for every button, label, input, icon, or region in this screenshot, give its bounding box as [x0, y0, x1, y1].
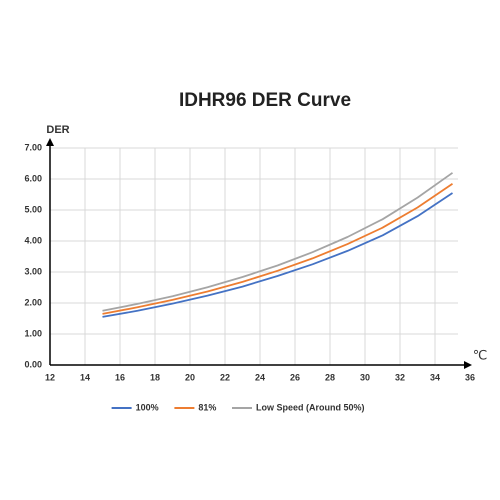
y-axis-label: DER — [46, 124, 69, 136]
x-tick-label: 20 — [185, 372, 195, 382]
legend-label: 81% — [198, 402, 216, 412]
y-tick-label: 4.00 — [24, 235, 42, 245]
x-tick-label: 22 — [220, 372, 230, 382]
x-tick-label: 34 — [430, 372, 440, 382]
legend-label: Low Speed (Around 50%) — [256, 402, 365, 412]
legend-label: 100% — [136, 402, 159, 412]
x-tick-label: 32 — [395, 372, 405, 382]
y-tick-label: 0.00 — [24, 359, 42, 369]
y-tick-label: 2.00 — [24, 297, 42, 307]
x-axis-arrow — [464, 361, 472, 369]
data-line — [102, 182, 454, 315]
x-tick-label: 36 — [465, 372, 475, 382]
y-tick-label: 6.00 — [24, 173, 42, 183]
x-tick-label: 30 — [360, 372, 370, 382]
x-tick-label: 24 — [255, 372, 265, 382]
x-axis-label: ℃ — [473, 347, 488, 362]
x-tick-label: 26 — [290, 372, 300, 382]
y-axis-arrow — [46, 138, 54, 146]
x-tick-label: 12 — [45, 372, 55, 382]
data-line — [102, 172, 454, 312]
y-tick-label: 1.00 — [24, 328, 42, 338]
x-tick-label: 28 — [325, 372, 335, 382]
data-line — [102, 192, 453, 318]
y-tick-label: 5.00 — [24, 204, 42, 214]
x-tick-label: 14 — [80, 372, 90, 382]
y-tick-label: 7.00 — [24, 142, 42, 152]
y-tick-label: 3.00 — [24, 266, 42, 276]
x-tick-label: 18 — [150, 372, 160, 382]
chart-title: IDHR96 DER Curve — [179, 90, 351, 111]
x-tick-label: 16 — [115, 372, 125, 382]
